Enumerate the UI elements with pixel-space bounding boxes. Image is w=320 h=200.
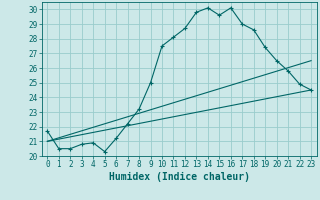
- X-axis label: Humidex (Indice chaleur): Humidex (Indice chaleur): [109, 172, 250, 182]
